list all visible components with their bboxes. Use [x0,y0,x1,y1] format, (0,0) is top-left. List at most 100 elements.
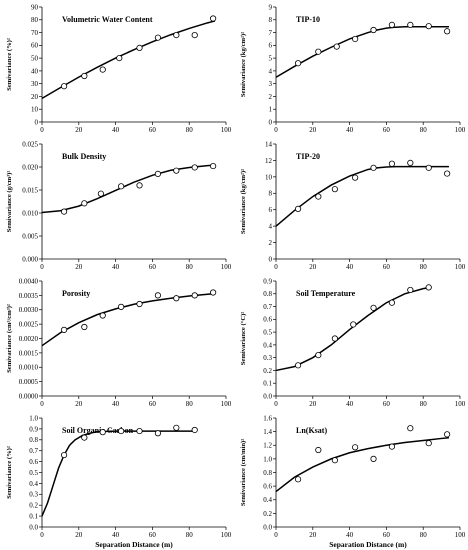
volumetric-water-content-ytick-label: 70 [31,29,39,37]
soil-temperature-data-point [407,286,414,294]
porosity-data-point [173,295,180,302]
tip-10-ytick-label: 0 [269,118,273,126]
soil-temperature-ytick-label: 0.0 [263,392,272,400]
soil-organic-carbon-xtick-label: 60 [149,531,157,539]
porosity-ytick-label: 0.0015 [19,349,39,357]
tip-10-data-point [315,48,322,55]
soil-organic-carbon-ytick-label: 1.0 [29,414,38,422]
ln-ksat-data-point [388,443,396,450]
soil-temperature-data-point [425,284,432,291]
tip-10-model-curve [275,26,449,78]
soil-temperature-xtick-label: 60 [383,400,391,408]
ln-ksat-ytick-label: 0.0 [263,523,272,531]
tip-10-data-point [352,35,359,43]
tip-20-xtick-label: 0 [274,263,278,271]
volumetric-water-content-data-point [173,32,180,39]
porosity-ytick-label: 0.0040 [19,277,39,285]
soil-organic-carbon-ytick-label: 0.5 [29,469,38,477]
ln-ksat-ytick-label: 1.6 [263,414,272,422]
tip-10-ytick-label: 6 [269,42,273,50]
ln-ksat-data-point [352,444,359,451]
soil-temperature-chart-title: Soil Temperature [296,289,356,298]
bulk-density-data-point [97,190,104,197]
porosity-ytick-label: 0.0020 [19,335,39,343]
soil-organic-carbon-data-point [118,427,125,435]
bulk-density-xtick-label: 0 [40,263,44,271]
soil-organic-carbon-xtick-label: 0 [40,531,44,539]
volumetric-water-content-ytick-label: 10 [31,106,39,114]
porosity-chart-title: Porosity [62,289,90,298]
ln-ksat-xtick-label: 20 [309,531,317,539]
volumetric-water-content-chart-title: Volumetric Water Content [62,15,153,24]
volumetric-water-content-ytick-label: 80 [31,16,39,24]
tip-10-ytick-label: 1 [269,106,273,114]
tip-20-y-axis-label: Semivariance (kg/cm²)² [240,169,247,234]
ln-ksat-ytick-label: 1.2 [263,442,272,450]
volumetric-water-content-data-point [60,83,68,90]
soil-organic-carbon-ytick-label: 0.7 [29,447,38,455]
soil-organic-carbon-data-point [99,429,106,436]
panel-tip-10: 0 1 2 3 4 5 6 7 8 9 0 20 40 60 80 100 Semivariance (kg/c… [240,3,466,134]
bulk-density-xtick-label: 80 [186,263,194,271]
soil-organic-carbon-xtick-label: 20 [75,531,83,539]
bulk-density-ytick-label: 0.020 [22,163,38,171]
soil-temperature-ytick-label: 0.3 [263,354,272,362]
tip-10-ytick-label: 3 [269,80,273,88]
soil-temperature-xtick-label: 100 [455,400,466,408]
soil-temperature-ytick-label: 0.8 [263,290,272,298]
soil-organic-carbon-x-axis-label: Separation Distance (m) [95,540,173,549]
ln-ksat-data-point [370,455,377,462]
ln-ksat-ytick-label: 1.0 [263,455,272,463]
bulk-density-ytick-label: 0.015 [22,186,38,194]
porosity-xtick-label: 20 [75,400,83,408]
soil-temperature-xtick-label: 40 [346,400,354,408]
ln-ksat-ytick-label: 1.4 [263,428,272,436]
volumetric-water-content-data-point [99,66,106,73]
soil-temperature-model-curve [275,286,431,372]
soil-organic-carbon-xtick-label: 80 [186,531,194,539]
volumetric-water-content-y-axis-label: Semivariance (%)² [6,38,13,91]
tip-10-data-point [425,23,432,30]
tip-20-ytick-label: 10 [265,173,273,181]
tip-20-ytick-label: 4 [269,223,273,231]
soil-temperature-data-point [350,321,357,328]
tip-10-chart-title: TIP-10 [296,15,320,24]
volumetric-water-content-xtick-label: 60 [149,126,157,134]
volumetric-water-content-data-point [116,55,123,62]
ln-ksat-ytick-label: 0.2 [263,510,272,518]
soil-organic-carbon-xtick-label: 100 [221,531,232,539]
panel-ln-ksat: 0.0 0.2 0.4 0.6 0.8 1.0 1.2 1.4 1.6 0 20 40 60 80 100 S… [240,414,466,549]
porosity-ytick-label: 0.0030 [19,306,39,314]
ln-ksat-xtick-label: 0 [274,531,278,539]
tip-10-ytick-label: 8 [269,16,273,24]
tip-20-xtick-label: 20 [309,263,317,271]
soil-temperature-data-point [331,335,338,342]
tip-10-ytick-label: 4 [269,67,273,75]
tip-20-ytick-label: 0 [269,255,273,263]
soil-organic-carbon-chart-title: Soil Organic Carbon [62,426,134,435]
soil-organic-carbon-xtick-label: 40 [112,531,120,539]
volumetric-water-content-ytick-label: 40 [31,67,39,75]
soil-organic-carbon-data-point [154,430,162,437]
soil-temperature-data-point [370,304,377,311]
bulk-density-data-point [191,164,198,171]
tip-10-data-point [333,43,340,50]
soil-organic-carbon-data-point [136,427,143,435]
bulk-density-data-point [60,208,68,215]
ln-ksat-xtick-label: 80 [420,531,428,539]
porosity-data-point [99,312,106,319]
soil-organic-carbon-data-point [173,424,180,431]
porosity-data-point [191,292,198,299]
ln-ksat-data-point [444,431,451,438]
volumetric-water-content-xtick-label: 40 [112,126,120,134]
panel-volumetric-water-content: 0 10 20 30 40 50 60 70 80 90 0 20 40 60 80 100 Semivaria… [6,3,232,134]
ln-ksat-data-point [425,440,432,447]
ln-ksat-xtick-label: 60 [383,531,391,539]
soil-organic-carbon-ytick-label: 0.4 [29,480,38,488]
soil-organic-carbon-data-point [81,434,88,441]
tip-20-xtick-label: 40 [346,263,354,271]
tip-20-chart-title: TIP-20 [296,152,320,161]
soil-organic-carbon-ytick-label: 0.0 [29,523,38,531]
tip-20-data-point [294,205,302,212]
